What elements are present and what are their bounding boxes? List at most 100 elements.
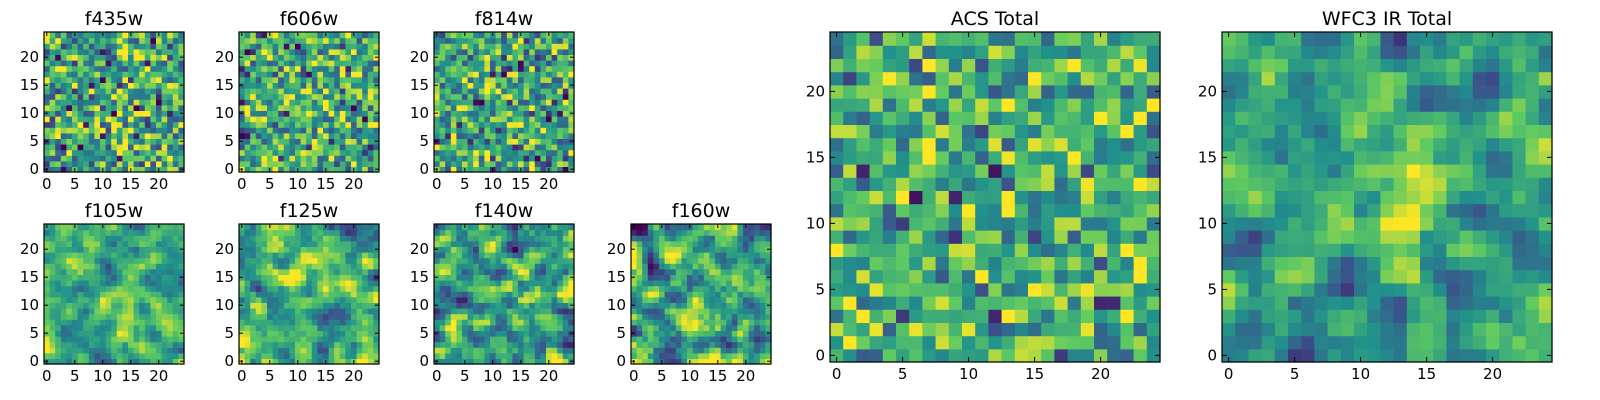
heatmap-cell (139, 280, 146, 287)
heatmap-cell (55, 32, 62, 39)
heatmap-cell (501, 76, 508, 83)
heatmap-cell (311, 144, 318, 151)
heatmap-cell (116, 352, 123, 359)
heatmap-cell (283, 235, 290, 242)
heatmap-cell (670, 308, 677, 315)
heatmap-cell (328, 160, 335, 167)
heatmap-cell (161, 341, 168, 348)
heatmap-cell (88, 149, 95, 156)
heatmap-cell (150, 43, 157, 50)
heatmap-cell (450, 138, 457, 145)
heatmap-cell (289, 336, 296, 343)
heatmap-cell (501, 48, 508, 55)
heatmap-cell (748, 240, 755, 247)
heatmap-cell (283, 347, 290, 354)
heatmap-cell (133, 110, 140, 117)
heatmap-cell (283, 121, 290, 128)
heatmap-cell (664, 341, 671, 348)
heatmap-cell (445, 336, 452, 343)
heatmap-cell (161, 252, 168, 259)
heatmap-cell (94, 358, 101, 365)
heatmap-cell (100, 229, 107, 236)
heatmap-cell (351, 93, 358, 100)
heatmap-cell (311, 160, 318, 167)
heatmap-cell (748, 347, 755, 354)
heatmap-cell (283, 330, 290, 337)
heatmap-cell (720, 341, 727, 348)
heatmap-cell (94, 43, 101, 50)
heatmap-cell (261, 285, 268, 292)
heatmap-cell (562, 82, 569, 89)
heatmap-cell (255, 149, 262, 156)
heatmap-cell (720, 324, 727, 331)
heatmap-cell (105, 160, 112, 167)
heatmap-cell (568, 257, 575, 264)
heatmap-cell (44, 37, 51, 44)
heatmap-cell (300, 104, 307, 111)
heatmap-cell (167, 240, 174, 247)
heatmap-cell (948, 269, 963, 284)
heatmap-cell (83, 43, 90, 50)
heatmap-cell (373, 313, 380, 320)
heatmap-cell (490, 71, 497, 78)
heatmap-cell (748, 341, 755, 348)
heatmap-cell (156, 347, 163, 354)
heatmap-cell (306, 285, 313, 292)
heatmap-cell (512, 43, 519, 50)
heatmap-cell (283, 93, 290, 100)
heatmap-cell (323, 257, 330, 264)
heatmap-cell (144, 313, 151, 320)
heatmap-cell (568, 285, 575, 292)
heatmap-cell (1094, 309, 1108, 323)
heatmap-cell (144, 48, 151, 55)
heatmap-cell (334, 99, 341, 106)
heatmap-cell (506, 93, 513, 100)
heatmap-cell (518, 229, 525, 236)
heatmap-cell (642, 324, 649, 331)
heatmap-cell (172, 93, 179, 100)
x-tick-label: 15 (511, 367, 530, 385)
heatmap-cell (295, 132, 302, 139)
y-tick-label: 5 (224, 324, 234, 342)
heatmap-cell (529, 235, 536, 242)
heatmap-cell (178, 32, 185, 39)
heatmap-cell (351, 43, 358, 50)
heatmap-cell (105, 235, 112, 242)
heatmap-cell (540, 280, 547, 287)
heatmap-cell (267, 291, 274, 298)
heatmap-cell (467, 240, 474, 247)
heatmap-cell (323, 144, 330, 151)
heatmap-cell (105, 358, 112, 365)
heatmap-cell (715, 229, 722, 236)
heatmap-cell (362, 268, 369, 275)
heatmap-cell (501, 121, 508, 128)
heatmap-cell (100, 347, 107, 354)
heatmap-cell (356, 257, 363, 264)
heatmap-cell (261, 246, 268, 253)
heatmap-cell (935, 256, 950, 271)
heatmap-cell (105, 132, 112, 139)
heatmap-cell (720, 308, 727, 315)
heatmap-cell (345, 127, 352, 134)
heatmap-cell (518, 268, 525, 275)
heatmap-cell (283, 43, 290, 50)
y-tick-label: 15 (607, 268, 626, 286)
heatmap-cell (647, 336, 654, 343)
heatmap-cell (156, 285, 163, 292)
heatmap-cell (94, 48, 101, 55)
heatmap-cell (144, 240, 151, 247)
heatmap-cell (77, 166, 84, 173)
heatmap-cell (261, 308, 268, 315)
heatmap-cell (473, 268, 480, 275)
heatmap-cell (60, 37, 67, 44)
heatmap-cell (133, 160, 140, 167)
heatmap-cell (664, 257, 671, 264)
heatmap-cell (178, 235, 185, 242)
heatmap-cell (83, 166, 90, 173)
heatmap-cell (523, 32, 530, 39)
heatmap-cell (636, 330, 643, 337)
heatmap-cell (300, 296, 307, 303)
heatmap-cell (306, 76, 313, 83)
heatmap-cell (88, 352, 95, 359)
